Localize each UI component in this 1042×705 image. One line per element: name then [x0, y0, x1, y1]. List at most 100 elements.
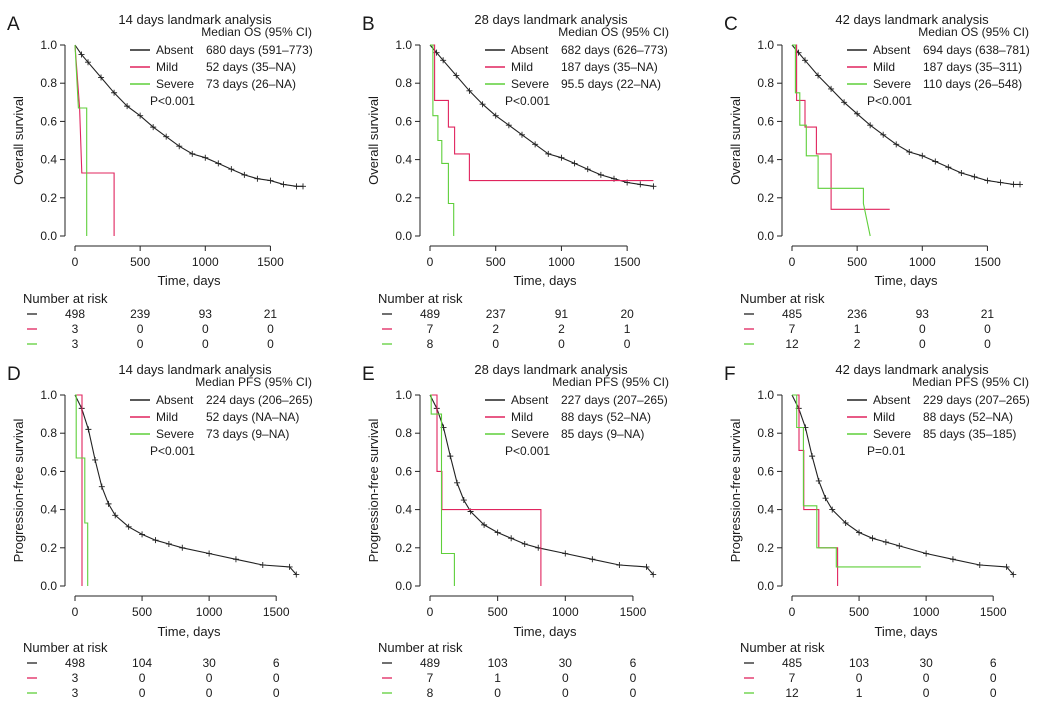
legend-median-absent: 694 days (638–781)	[923, 43, 1030, 57]
x-tick-label: 500	[488, 605, 508, 619]
x-tick-label: 1500	[257, 255, 284, 269]
y-tick-label: 0.4	[40, 503, 57, 517]
legend-label-mild: Mild	[511, 410, 533, 424]
p-value: P=0.01	[867, 444, 906, 458]
x-tick-label: 1500	[980, 605, 1007, 619]
censor-mark	[152, 537, 159, 544]
censor-mark	[267, 177, 274, 184]
y-tick-label: 0.0	[757, 229, 774, 243]
censor-mark	[1003, 563, 1010, 570]
censor-mark	[293, 571, 300, 578]
censor-mark	[92, 456, 99, 463]
panel-letter: C	[724, 14, 738, 35]
censor-mark	[286, 563, 293, 570]
panel-letter: D	[7, 364, 21, 385]
risk-count-severe: 0	[206, 686, 213, 700]
x-tick-label: 1000	[196, 605, 223, 619]
risk-title: Number at risk	[23, 291, 108, 306]
y-axis-label: Progression-free survival	[366, 419, 381, 563]
censor-mark	[111, 89, 118, 96]
censor-mark	[589, 556, 596, 563]
y-tick-label: 0.2	[40, 191, 57, 205]
y-tick-label: 0.6	[757, 464, 774, 478]
risk-count-severe: 0	[202, 337, 209, 351]
risk-count-mild: 0	[562, 671, 569, 685]
censor-mark	[869, 535, 876, 542]
curve-mild	[792, 394, 839, 586]
risk-count-mild: 0	[919, 322, 926, 336]
censor-mark	[650, 183, 657, 190]
censor-mark	[958, 169, 965, 176]
legend-median-mild: 187 days (35–NA)	[561, 60, 658, 74]
risk-count-severe: 0	[267, 337, 274, 351]
censor-mark	[466, 87, 473, 94]
censor-mark	[453, 72, 460, 79]
censor-mark	[919, 152, 926, 159]
x-tick-label: 0	[427, 255, 434, 269]
y-tick-label: 0.4	[395, 503, 412, 517]
censor-mark	[124, 103, 131, 110]
curve-severe	[75, 394, 89, 586]
legend-median-mild: 88 days (52–NA)	[923, 410, 1013, 424]
y-tick-label: 0.6	[40, 464, 57, 478]
risk-title: Number at risk	[378, 291, 463, 306]
legend-median-mild: 52 days (35–NA)	[206, 60, 296, 74]
x-tick-label: 0	[72, 605, 79, 619]
risk-count-mild: 0	[206, 671, 213, 685]
censor-mark	[105, 500, 112, 507]
censor-mark	[280, 181, 287, 188]
x-tick-label: 1000	[913, 605, 940, 619]
censor-mark	[206, 550, 213, 557]
x-tick-label: 500	[130, 255, 150, 269]
x-tick-label: 1000	[192, 255, 219, 269]
legend-label-severe: Severe	[511, 427, 549, 441]
censor-mark	[822, 495, 829, 502]
censor-mark	[854, 110, 861, 117]
legend-median-severe: 73 days (26–NA)	[206, 77, 296, 91]
legend-median-absent: 682 days (626–773)	[561, 43, 668, 57]
censor-mark	[829, 506, 836, 513]
censor-mark	[254, 175, 261, 182]
censor-mark	[906, 148, 913, 155]
censor-mark	[179, 544, 186, 551]
risk-count-absent: 20	[620, 307, 634, 321]
risk-count-absent: 498	[65, 656, 85, 670]
risk-count-mild: 3	[72, 671, 79, 685]
x-tick-label: 1500	[263, 605, 290, 619]
risk-count-mild: 0	[990, 671, 997, 685]
censor-mark	[163, 133, 170, 140]
risk-count-mild: 0	[202, 322, 209, 336]
x-tick-label: 1500	[620, 605, 647, 619]
censor-mark	[971, 173, 978, 180]
risk-count-mild: 1	[624, 322, 631, 336]
risk-count-absent: 237	[486, 307, 506, 321]
risk-title: Number at risk	[378, 640, 463, 655]
panel-title: 28 days landmark analysis	[474, 12, 628, 27]
censor-mark	[842, 519, 849, 526]
legend-label-mild: Mild	[873, 60, 895, 74]
risk-count-mild: 2	[558, 322, 565, 336]
curve-severe	[792, 44, 871, 237]
censor-mark	[85, 59, 92, 66]
censor-mark	[584, 166, 591, 173]
censor-mark	[78, 51, 85, 58]
legend-title: Median OS (95% CI)	[558, 25, 669, 39]
legend-median-severe: 110 days (26–548)	[923, 77, 1022, 91]
legend-label-severe: Severe	[873, 427, 911, 441]
censor-mark	[202, 154, 209, 161]
legend-title: Median OS (95% CI)	[201, 25, 312, 39]
y-tick-label: 1.0	[40, 388, 57, 402]
risk-count-mild: 3	[72, 322, 79, 336]
y-tick-label: 0.2	[757, 541, 774, 555]
legend-label-mild: Mild	[873, 410, 895, 424]
risk-count-absent: 485	[782, 307, 802, 321]
censor-mark	[945, 164, 952, 171]
y-tick-label: 1.0	[395, 38, 412, 52]
curve-severe	[792, 394, 921, 568]
y-tick-label: 0.2	[757, 191, 774, 205]
censor-mark	[165, 540, 172, 547]
curve-severe	[430, 44, 455, 236]
x-axis-label: Time, days	[157, 273, 221, 288]
panel-letter: F	[724, 364, 736, 385]
censor-mark	[300, 183, 306, 190]
